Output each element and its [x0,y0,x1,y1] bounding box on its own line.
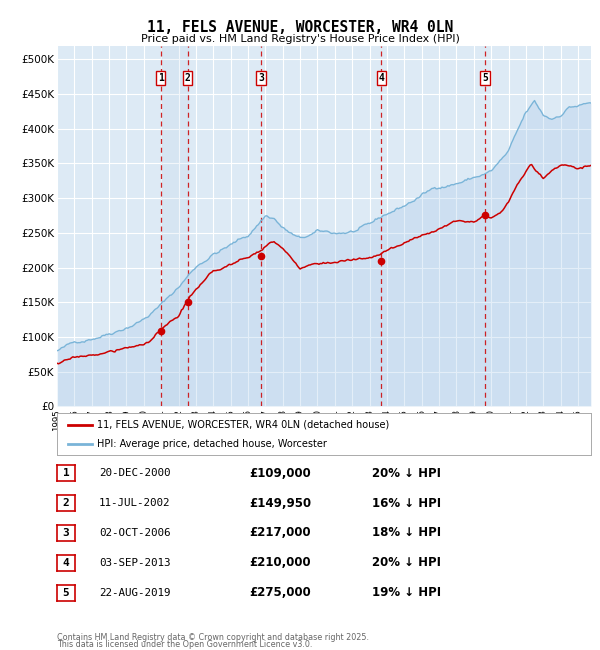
Text: 20% ↓ HPI: 20% ↓ HPI [372,467,441,480]
Text: 19% ↓ HPI: 19% ↓ HPI [372,586,441,599]
Text: 11, FELS AVENUE, WORCESTER, WR4 0LN: 11, FELS AVENUE, WORCESTER, WR4 0LN [147,20,453,35]
Text: 5: 5 [482,73,488,83]
Bar [161,46,188,406]
Text: 02-OCT-2006: 02-OCT-2006 [99,528,170,538]
Text: 03-SEP-2013: 03-SEP-2013 [99,558,170,568]
Text: This data is licensed under the Open Government Licence v3.0.: This data is licensed under the Open Gov… [57,640,313,649]
Text: Price paid vs. HM Land Registry's House Price Index (HPI): Price paid vs. HM Land Registry's House … [140,34,460,44]
Text: 16% ↓ HPI: 16% ↓ HPI [372,497,441,510]
Text: 1: 1 [158,73,164,83]
Text: 4: 4 [62,558,70,568]
Text: £217,000: £217,000 [249,526,311,539]
Text: HPI: Average price, detached house, Worcester: HPI: Average price, detached house, Worc… [97,439,327,449]
Text: 2: 2 [185,73,191,83]
Text: Contains HM Land Registry data © Crown copyright and database right 2025.: Contains HM Land Registry data © Crown c… [57,632,369,642]
Text: 20% ↓ HPI: 20% ↓ HPI [372,556,441,569]
Text: 18% ↓ HPI: 18% ↓ HPI [372,526,441,539]
Text: 11-JUL-2002: 11-JUL-2002 [99,498,170,508]
Text: 5: 5 [62,588,70,598]
Text: 3: 3 [258,73,264,83]
Text: £149,950: £149,950 [249,497,311,510]
Text: £109,000: £109,000 [249,467,311,480]
Text: 22-AUG-2019: 22-AUG-2019 [99,588,170,598]
Text: 2: 2 [62,498,70,508]
Text: 11, FELS AVENUE, WORCESTER, WR4 0LN (detached house): 11, FELS AVENUE, WORCESTER, WR4 0LN (det… [97,420,389,430]
Text: £210,000: £210,000 [249,556,311,569]
Text: 20-DEC-2000: 20-DEC-2000 [99,468,170,478]
Text: 1: 1 [62,468,70,478]
Text: £275,000: £275,000 [249,586,311,599]
Text: 4: 4 [378,73,384,83]
Text: 3: 3 [62,528,70,538]
